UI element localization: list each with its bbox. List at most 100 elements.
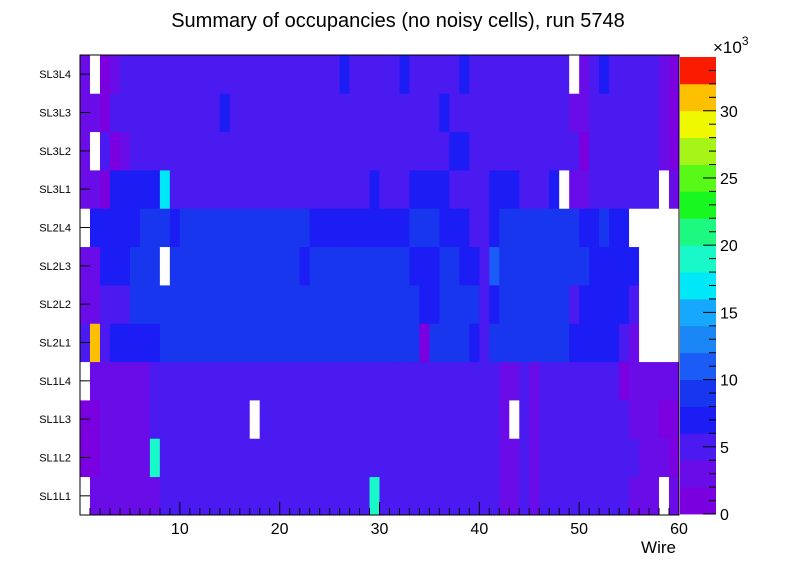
heatmap-cell [429,208,440,248]
heatmap-cell [249,476,261,516]
heatmap-cell [289,438,301,478]
heatmap-cell [139,131,151,171]
heatmap-cell [439,476,450,516]
heatmap-cell [139,400,151,439]
heatmap-cell [119,170,131,209]
heatmap-cell [409,170,420,209]
heatmap-cell [609,323,620,363]
heatmap-cell [119,93,131,133]
heatmap-cell [649,438,660,478]
heatmap-cell [529,131,540,171]
y-tick-label: SL2L3 [39,261,71,273]
heatmap-cell [429,55,440,94]
heatmap-cell [629,93,640,133]
color-scale-axis: 0 5 10 15 20 25 30 [703,69,738,524]
heatmap-cell [579,93,590,133]
heatmap-cell [309,246,320,286]
heatmap-cell [519,208,530,248]
heatmap-cell [339,170,350,209]
heatmap-cell [439,208,450,248]
heatmap-cell [249,323,261,363]
heatmap-cell [539,476,550,516]
heatmap-cell [289,246,301,286]
heatmap-cell [419,246,430,286]
heatmap-cell [249,55,261,94]
heatmap-cell [489,55,500,94]
heatmap-cell [319,55,330,94]
heatmap-cell [239,246,251,286]
heatmap-cell [169,246,181,286]
heatmap-cell [409,361,420,401]
heatmap-cell [519,246,530,286]
heatmap-cell [289,400,301,439]
heatmap-cell [259,208,271,248]
heatmap-cell [249,361,261,401]
heatmap-cell [339,438,350,478]
heatmap-cell [609,400,620,439]
heatmap-cell [249,246,261,286]
heatmap-cell [129,323,141,363]
heatmap-cell [149,285,161,324]
heatmap-cell [139,285,151,324]
heatmap-cell [319,170,330,209]
heatmap-cell [459,246,470,286]
heatmap-cell [649,285,660,324]
heatmap-cell [409,55,420,94]
heatmap-cell [499,170,510,209]
heatmap-cell [309,323,320,363]
z-tick-label: 0 [720,507,729,524]
heatmap-cell [469,361,480,401]
heatmap-cell [149,323,161,363]
heatmap-cell [479,208,490,248]
heatmap-cell [119,323,131,363]
heatmap-cell [209,170,221,209]
color-palette-bar [680,57,716,515]
heatmap-cell [469,285,480,324]
heatmap-cell [329,323,340,363]
heatmap-cell [269,476,281,516]
heatmap-cell [599,323,610,363]
heatmap-cell [189,323,201,363]
heatmap-cell [649,323,660,363]
heatmap-cell [639,93,650,133]
heatmap-cell [489,323,500,363]
heatmap-cell [209,285,221,324]
heatmap-cell [669,246,680,286]
heatmap-cell [549,208,560,248]
heatmap-cell [229,93,241,133]
heatmap-cell [609,285,620,324]
heatmap-cell [89,438,101,478]
heatmap-cell [549,246,560,286]
heatmap-cell [199,246,211,286]
heatmap-cell [369,131,380,171]
heatmap-cell [209,323,221,363]
heatmap-cell [299,476,311,516]
heatmap-cell [519,400,530,439]
heatmap-cell [109,361,121,401]
heatmap-cell [439,323,450,363]
heatmap-cell [309,361,320,401]
heatmap-cell [319,323,330,363]
y-tick-label: SL2L1 [39,338,71,350]
heatmap-cell [219,285,231,324]
heatmap-cell [539,93,550,133]
y-tick-label: SL1L2 [39,453,71,465]
heatmap-cell [109,55,121,94]
heatmap-cell [89,55,101,94]
heatmap-cell [559,246,570,286]
heatmap-cell [359,285,370,324]
heatmap-cell [339,208,350,248]
heatmap-cell [359,208,370,248]
heatmap-cell [599,361,610,401]
heatmap-cell [409,208,420,248]
heatmap-cell [399,400,410,439]
heatmap-cell [89,131,101,171]
heatmap-cell [669,476,680,516]
heatmap-cell [589,361,600,401]
heatmap-cell [259,438,271,478]
heatmap-cell [99,55,111,94]
heatmap-cell [579,400,590,439]
heatmap-cell [469,476,480,516]
heatmap-cell [449,93,460,133]
heatmap-cell [209,93,221,133]
